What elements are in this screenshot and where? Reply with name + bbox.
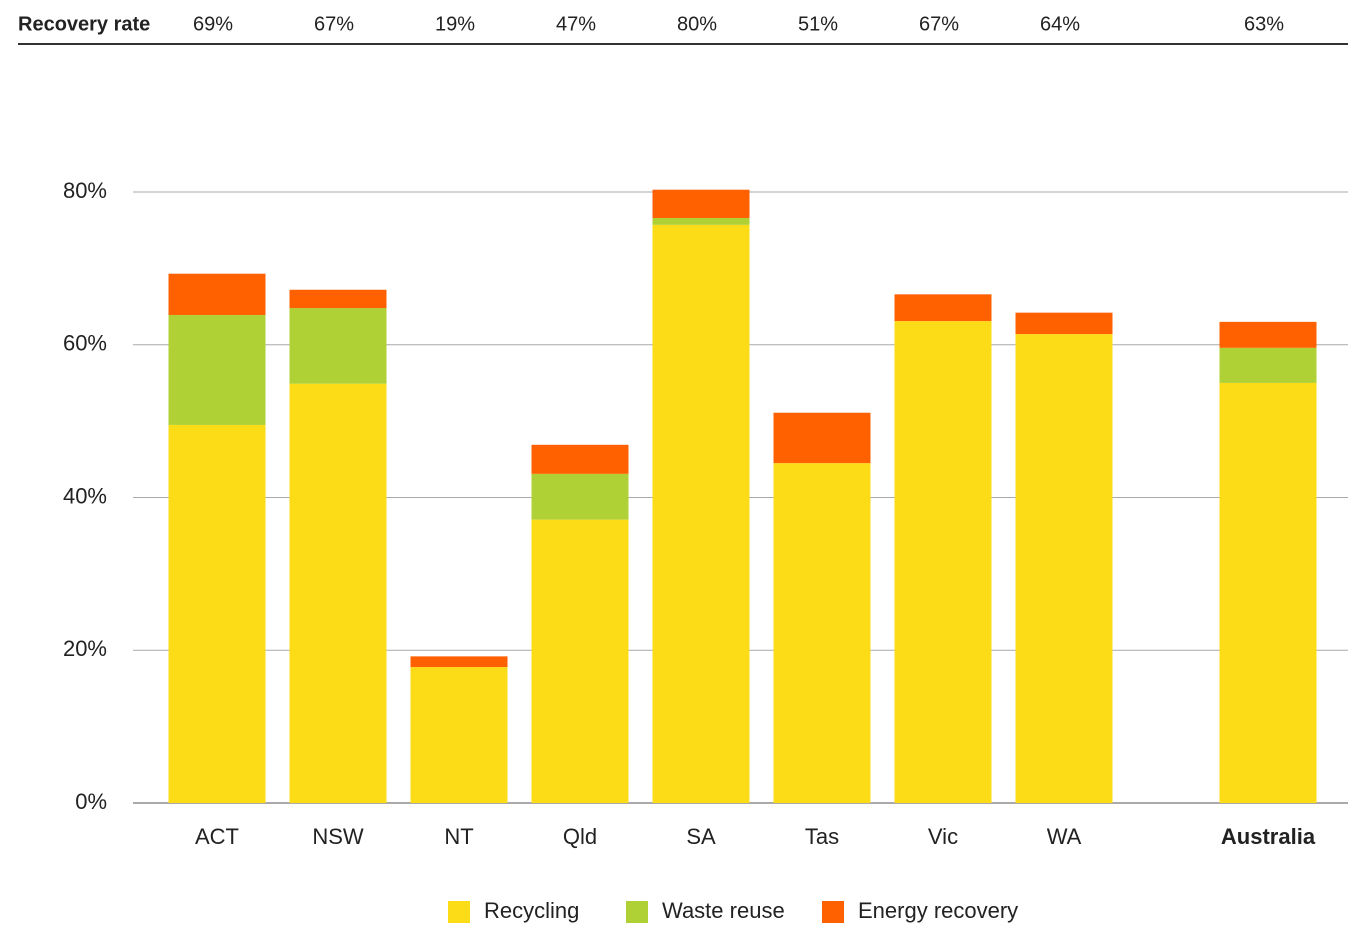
bar-segment: [289, 383, 387, 803]
y-tick-label: 0%: [75, 789, 107, 814]
bar-segment: [531, 519, 629, 803]
y-tick-label: 80%: [63, 178, 107, 203]
y-tick-label: 60%: [63, 331, 107, 356]
legend-swatch: [822, 901, 844, 923]
x-tick-label: Vic: [928, 824, 958, 849]
legend-label: Waste reuse: [662, 898, 785, 923]
x-tick-label: NSW: [312, 824, 364, 849]
bar-segment: [168, 273, 266, 315]
bar-segment: [531, 444, 629, 474]
bar-segment: [894, 294, 992, 322]
legend-label: Recycling: [484, 898, 579, 923]
x-tick-label: WA: [1047, 824, 1082, 849]
bar-segment: [1015, 312, 1113, 335]
y-tick-label: 20%: [63, 636, 107, 661]
recovery-rate-label: 67%: [314, 13, 354, 35]
bar-segment: [773, 412, 871, 464]
legend-swatch: [626, 901, 648, 923]
recovery-rate-label: 63%: [1244, 13, 1284, 35]
y-tick-label: 40%: [63, 483, 107, 508]
recovery-rate-label: 64%: [1040, 13, 1080, 35]
x-tick-label: SA: [686, 824, 716, 849]
bar-segment: [1015, 334, 1113, 803]
bar-segment: [410, 656, 508, 668]
bar-segment: [168, 424, 266, 803]
bar-segment: [410, 667, 508, 803]
bar-segment: [168, 314, 266, 425]
bar-segment: [773, 463, 871, 803]
bar-segment: [652, 224, 750, 803]
recovery-rate-label: 69%: [193, 13, 233, 35]
recovery-rate-label: 51%: [798, 13, 838, 35]
recovery-rate-label: 80%: [677, 13, 717, 35]
recovery-rate-label: 67%: [919, 13, 959, 35]
legend-swatch: [448, 901, 470, 923]
x-tick-label: ACT: [195, 824, 239, 849]
x-tick-label: Australia: [1221, 824, 1316, 849]
bar-segment: [1219, 347, 1317, 383]
bar-segment: [289, 308, 387, 384]
bar-segment: [531, 473, 629, 520]
x-tick-label: Qld: [563, 824, 597, 849]
bar-segment: [652, 217, 750, 225]
bar-segment: [652, 189, 750, 218]
bar-segment: [894, 321, 992, 803]
header-label: Recovery rate: [18, 13, 150, 35]
legend-label: Energy recovery: [858, 898, 1018, 923]
bar-segment: [1219, 382, 1317, 803]
bar-segment: [289, 289, 387, 309]
bar-segment: [1219, 321, 1317, 348]
x-tick-label: NT: [444, 824, 473, 849]
x-tick-label: Tas: [805, 824, 839, 849]
recovery-rate-label: 19%: [435, 13, 475, 35]
recovery-rate-label: 47%: [556, 13, 596, 35]
